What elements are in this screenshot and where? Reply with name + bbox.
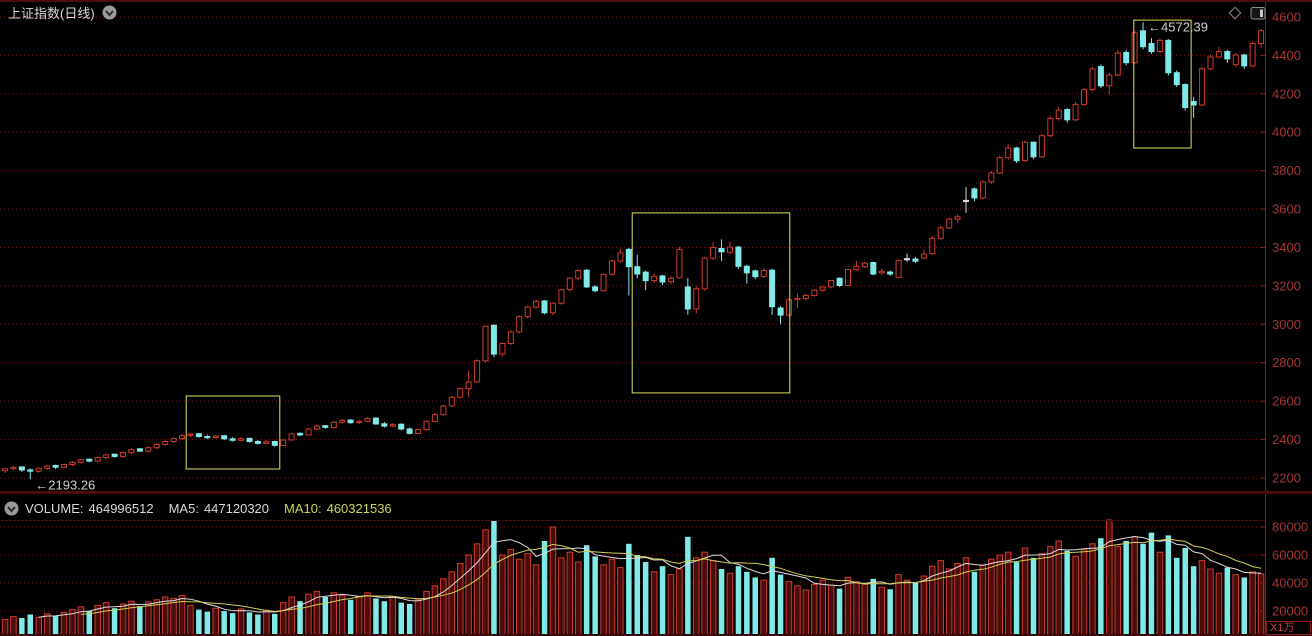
- svg-text:4200: 4200: [1272, 86, 1301, 101]
- svg-text:3000: 3000: [1272, 317, 1301, 332]
- volume-ma10-line: [80, 538, 1262, 615]
- ma10-readout: MA10: 460321536: [284, 501, 392, 516]
- ma10-label: MA10:: [284, 501, 322, 516]
- svg-text:2200: 2200: [1272, 471, 1301, 486]
- volume-label: VOLUME:: [25, 501, 84, 516]
- ma5-value: 447120320: [203, 501, 270, 516]
- volume-value: 464996512: [88, 501, 154, 516]
- svg-text:3800: 3800: [1272, 163, 1301, 178]
- right-axis: 2200 2400 2600 2800 3000 3200 3400 3600 3800 4000…: [1261, 0, 1308, 636]
- svg-text:80000: 80000: [1272, 520, 1308, 535]
- top-right-icons: [1227, 5, 1267, 21]
- ma10-value: 460321536: [326, 501, 392, 516]
- svg-text:2600: 2600: [1272, 394, 1301, 409]
- svg-text:3200: 3200: [1272, 278, 1301, 293]
- svg-text:3600: 3600: [1272, 202, 1301, 217]
- title-bar: 上证指数(日线): [8, 3, 117, 22]
- pane-divider: [0, 491, 1312, 494]
- svg-text:2800: 2800: [1272, 355, 1301, 370]
- svg-text:3400: 3400: [1272, 240, 1301, 255]
- panel-icon[interactable]: [1250, 6, 1267, 21]
- svg-text:60000: 60000: [1272, 548, 1308, 563]
- title-dropdown-icon[interactable]: [102, 5, 117, 20]
- volume-ma5-line: [38, 535, 1262, 618]
- price-candles: [2, 22, 1265, 480]
- volume-bars: [1, 519, 1265, 636]
- annotation-high: ←4572.39: [1148, 19, 1208, 34]
- ma5-label: MA5:: [168, 501, 199, 516]
- volume-header: VOLUME: 464996512 MA5: 447120320 MA10: 4…: [4, 501, 401, 516]
- price-annotations: ←2193.26 ←4572.39: [35, 19, 1208, 492]
- annotation-low: ←2193.26: [35, 477, 95, 492]
- ma5-readout: MA5: 447120320: [169, 501, 269, 516]
- svg-text:4600: 4600: [1272, 10, 1301, 25]
- svg-text:20000: 20000: [1272, 604, 1308, 619]
- volume-unit-label: X1万: [1266, 621, 1311, 635]
- svg-text:40000: 40000: [1272, 576, 1308, 591]
- index-title: 上证指数(日线): [8, 6, 95, 21]
- highlight-boxes: [185, 19, 1192, 470]
- volume-readout: VOLUME: 464996512: [25, 501, 154, 516]
- volume-dropdown-icon[interactable]: [4, 501, 19, 516]
- bottom-border: [0, 634, 1312, 636]
- svg-text:4000: 4000: [1272, 125, 1301, 140]
- svg-text:4400: 4400: [1272, 48, 1301, 63]
- top-border: [0, 0, 1312, 2]
- svg-text:2400: 2400: [1272, 432, 1301, 447]
- diamond-icon[interactable]: [1227, 5, 1243, 21]
- volume-header-underline: [0, 520, 1265, 521]
